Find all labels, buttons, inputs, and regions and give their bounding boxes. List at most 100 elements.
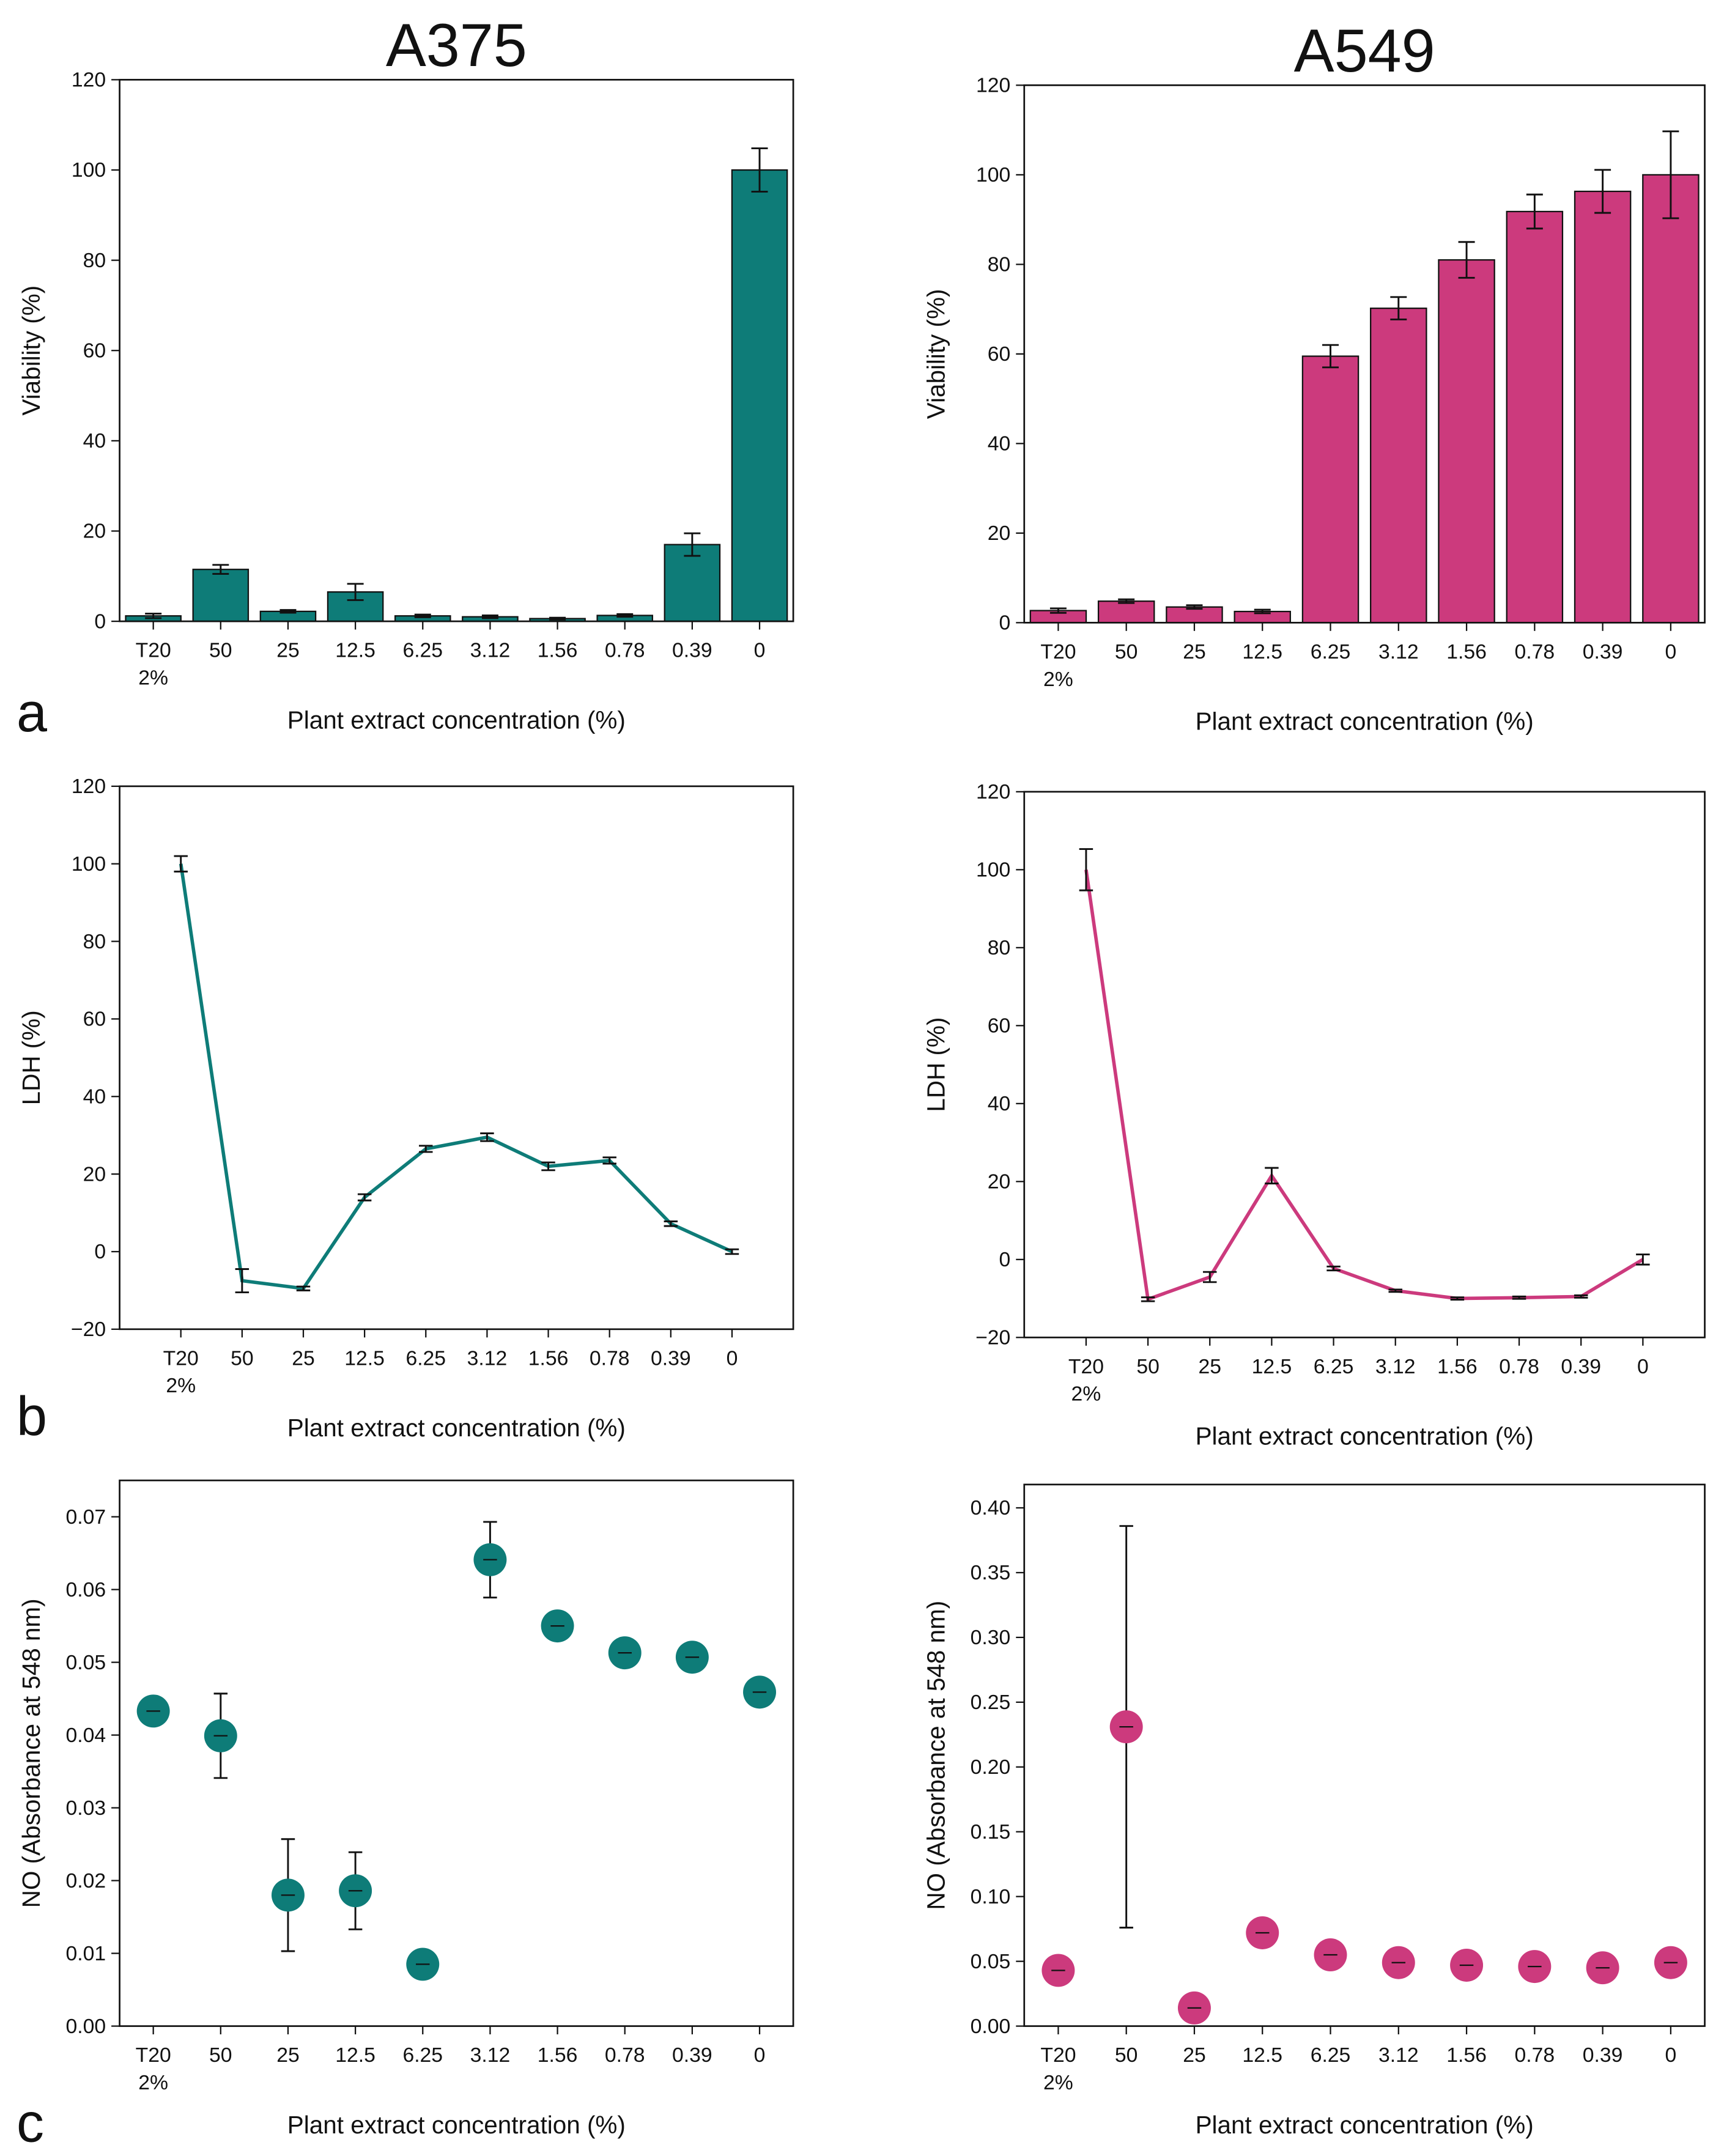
error-bar [1458, 241, 1475, 279]
error-bar [1118, 598, 1135, 604]
error-bar [174, 855, 188, 873]
chart-title: A375 [386, 11, 527, 79]
panel-label: b [17, 1386, 47, 1447]
y-tick-label: 0.35 [971, 1561, 1011, 1584]
y-tick-label: 0.15 [971, 1820, 1011, 1844]
x-tick-label: 1.56 [1446, 2043, 1487, 2067]
x-axis-label: Plant extract concentration (%) [287, 2111, 626, 2139]
x-tick-label: 0.39 [1583, 2043, 1623, 2067]
x-tick-label-line: 2% [1071, 1383, 1101, 1406]
plot-frame [119, 1479, 794, 2027]
x-axis-label: Plant extract concentration (%) [1196, 707, 1534, 736]
error-bar [347, 583, 364, 601]
y-tick-label: 0.02 [65, 1869, 106, 1892]
y-tick-label: 0.06 [65, 1578, 106, 1601]
y-axis-label: NO (Absorbance at 548 nm) [17, 1598, 45, 1908]
y-tick-label: 100 [976, 858, 1010, 882]
plot-frame [1023, 84, 1706, 624]
x-tick-label: 25 [1183, 640, 1206, 663]
y-tick-label: 0.01 [65, 1942, 106, 1965]
x-tick-label: 6.25 [1311, 640, 1351, 663]
error-bar [1636, 1253, 1650, 1266]
x-tick-label: 6.25 [402, 2043, 443, 2067]
y-tick-label: 60 [83, 339, 106, 362]
bar [731, 169, 788, 622]
x-tick-label: 0.78 [1515, 2043, 1555, 2067]
x-tick-label: 12.5 [344, 1346, 385, 1370]
x-tick-label-line: T20 [1040, 2043, 1076, 2067]
x-tick-label: 25 [292, 1346, 315, 1370]
x-tick-label-line: 2% [138, 666, 168, 690]
x-tick-label: 12.5 [335, 2043, 376, 2067]
x-tick-label: 6.25 [405, 1346, 446, 1370]
error-bar [549, 616, 566, 621]
x-tick-label: 50 [1115, 2043, 1138, 2067]
y-tick-label: 40 [83, 429, 106, 452]
y-tick-label: 0 [94, 1240, 106, 1263]
x-tick-label: 0.78 [1499, 1355, 1539, 1378]
y-tick-label: 80 [988, 936, 1011, 959]
y-tick-label: 20 [988, 522, 1011, 545]
error-bar [235, 1268, 250, 1294]
bar [664, 544, 721, 622]
x-axis-label: Plant extract concentration (%) [1196, 1422, 1534, 1450]
error-bar [751, 147, 768, 193]
error-bar [1388, 1288, 1402, 1293]
bar [1642, 174, 1700, 624]
error-bar [1390, 296, 1407, 320]
plot-frame [119, 785, 794, 1331]
y-tick-label: 40 [83, 1085, 106, 1109]
x-tick-label: 12.5 [1242, 640, 1282, 663]
x-tick-label: 0 [754, 2043, 766, 2067]
x-tick-label: 3.12 [470, 2043, 511, 2067]
error-bar [1203, 1271, 1217, 1283]
plot-frame [119, 79, 794, 622]
x-tick-label-line: 2% [166, 1374, 196, 1397]
y-tick-label: 0.03 [65, 1796, 106, 1820]
x-tick-label: 25 [1183, 2043, 1206, 2067]
x-tick-label: 0.39 [1561, 1355, 1601, 1378]
error-bar [1662, 130, 1679, 220]
x-tick-label: 0.39 [672, 639, 712, 662]
x-tick-label: T20 2% [163, 1346, 199, 1397]
x-tick-label-line: 2% [1043, 2071, 1073, 2094]
x-tick-label: T20 2% [1040, 2043, 1076, 2094]
panel-label: c [17, 2092, 44, 2154]
x-tick-label: 0.78 [1515, 640, 1555, 663]
y-tick-label: 100 [72, 852, 106, 876]
panel-label: a [17, 682, 47, 744]
bar [1097, 600, 1155, 624]
y-tick-label: 80 [83, 930, 106, 953]
y-axis-label: NO (Absorbance at 548 nm) [922, 1601, 950, 1910]
x-axis-label: Plant extract concentration (%) [1196, 2111, 1534, 2139]
error-bar [1526, 193, 1543, 230]
error-bar [480, 1132, 494, 1142]
error-bar [1512, 1295, 1526, 1300]
y-axis-label: LDH (%) [17, 1010, 45, 1105]
x-tick-label: 6.25 [1311, 2043, 1351, 2067]
x-tick-label: 3.12 [470, 639, 511, 662]
plot-frame [1023, 1483, 1706, 2027]
line [179, 863, 733, 1291]
x-tick-label: 1.56 [528, 1346, 569, 1370]
y-tick-label: 0.05 [971, 1950, 1011, 1973]
error-bar [481, 615, 498, 619]
y-tick-label: 0.40 [971, 1496, 1011, 1519]
y-tick-label: 0.10 [971, 1885, 1011, 1908]
y-tick-label: 0.04 [65, 1724, 106, 1747]
x-tick-label-line: T20 [1068, 1355, 1104, 1378]
x-tick-label: 0.39 [672, 2043, 712, 2067]
error-bar [212, 564, 229, 575]
bar [1301, 355, 1360, 624]
x-tick-label: 0 [727, 1346, 738, 1370]
x-tick-label: 0 [754, 639, 766, 662]
error-bar [414, 613, 431, 618]
x-tick-label-line: 2% [1043, 668, 1073, 691]
error-bar [1079, 848, 1093, 892]
x-tick-label: 0.39 [651, 1346, 691, 1370]
x-tick-label: 25 [276, 2043, 300, 2067]
x-tick-label: 3.12 [1375, 1355, 1416, 1378]
x-tick-label: 0 [1637, 1355, 1649, 1378]
